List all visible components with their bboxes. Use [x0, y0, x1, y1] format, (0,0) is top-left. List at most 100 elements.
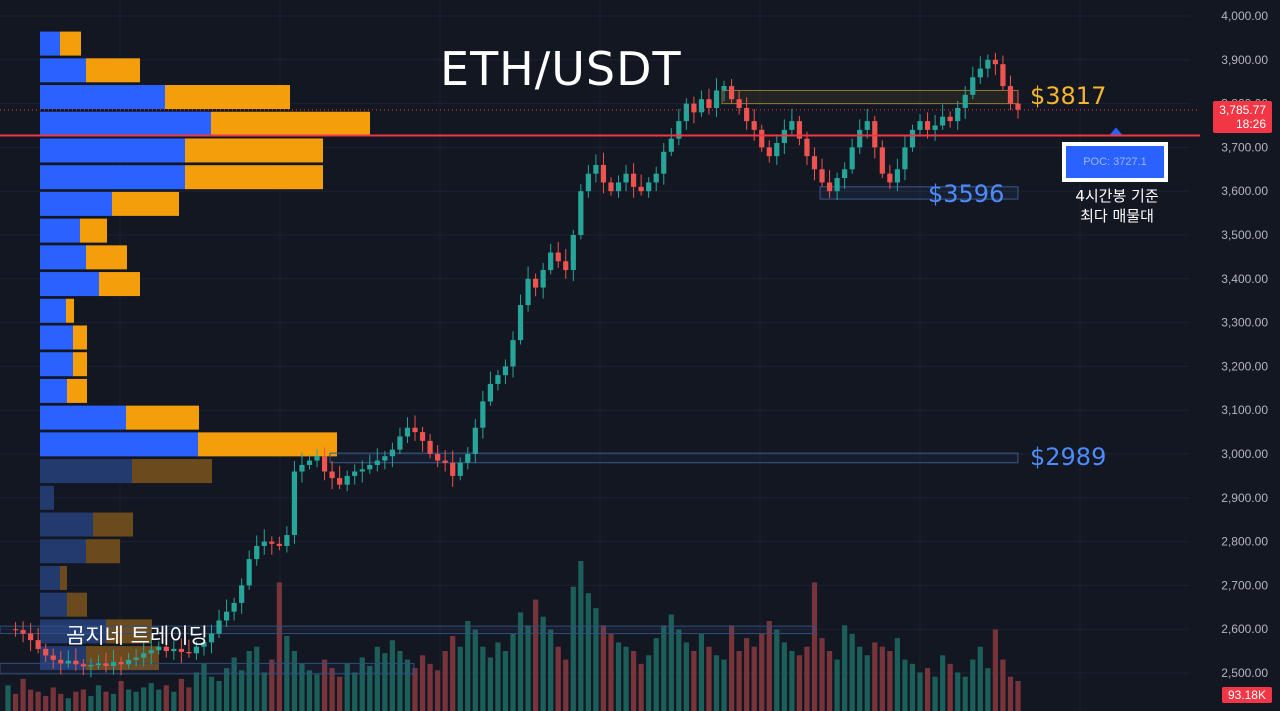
profile-buy-bar: [40, 459, 132, 484]
candle-body: [789, 121, 795, 130]
candle-body: [178, 648, 184, 652]
volume-bar: [947, 663, 953, 711]
candle-body: [239, 585, 245, 603]
candle-body: [962, 94, 968, 108]
profile-sell-bar: [198, 432, 337, 457]
volume-bar: [887, 651, 893, 711]
volume-bar: [80, 689, 86, 711]
candle-body: [548, 252, 554, 271]
volume-bar: [352, 672, 358, 711]
volume-bar: [517, 612, 524, 711]
candle-body: [223, 611, 230, 621]
volume-bar: [940, 655, 946, 711]
profile-sell-bar: [86, 245, 127, 270]
candle-body: [35, 640, 41, 649]
profile-sell-bar: [86, 58, 140, 83]
candle-body: [683, 103, 689, 122]
volume-bar: [1000, 659, 1006, 711]
candle-body: [487, 383, 493, 402]
candle-body: [653, 173, 659, 183]
candle-body: [359, 469, 365, 472]
volume-bar: [781, 642, 787, 711]
candle-body: [480, 401, 486, 428]
candlesticks: [12, 52, 1021, 678]
candle-body: [766, 147, 772, 157]
candle-body: [397, 436, 403, 450]
candle-body: [193, 646, 200, 654]
volume-bar: [382, 653, 388, 711]
y-tick-label: 2,900.00: [1221, 491, 1268, 505]
volume-bar: [774, 629, 780, 711]
volume-bar: [985, 668, 991, 711]
volume-bar: [615, 642, 622, 711]
support-upper-zone: [819, 186, 1019, 200]
y-tick-label: 2,500.00: [1221, 666, 1268, 680]
profile-buy-bar: [40, 485, 54, 510]
profile-buy-bar: [40, 405, 126, 430]
profile-buy-bar: [40, 619, 106, 644]
candle-body: [955, 107, 961, 122]
candle-body: [992, 59, 998, 65]
volume-bar: [691, 651, 697, 711]
candle-body: [141, 653, 147, 658]
poc-note-line2: 최다 매물대: [1080, 207, 1154, 225]
volume-bar: [125, 689, 132, 711]
volume-bar: [419, 655, 426, 711]
y-tick-label: 3,500.00: [1221, 228, 1268, 242]
volume-bar: [608, 633, 614, 711]
last-price-tag: 3,785.77 18:26: [1213, 101, 1272, 133]
volume-bar: [970, 659, 976, 711]
volume-bar: [306, 670, 313, 711]
candle-body: [630, 173, 637, 187]
y-tick-label: 3,300.00: [1221, 316, 1268, 330]
candle-body: [125, 659, 132, 665]
volume-bar: [43, 696, 49, 711]
candle-body: [879, 147, 885, 174]
volume-bar: [442, 651, 448, 711]
volume-bar: [728, 625, 735, 711]
candle-body: [864, 121, 870, 130]
volume-bar: [585, 593, 591, 711]
volume-bar: [600, 625, 607, 711]
volume-bar: [548, 629, 554, 711]
candle-body: [261, 541, 267, 546]
candle-body: [457, 462, 463, 476]
candle-body: [834, 178, 840, 192]
volume-bar: [909, 663, 916, 711]
candle-body: [163, 646, 169, 652]
candle-body: [668, 138, 674, 152]
y-tick-label: 2,800.00: [1221, 535, 1268, 549]
candle-body: [450, 462, 456, 476]
candle-body: [902, 147, 908, 170]
profile-sell-bar: [132, 459, 212, 484]
profile-buy-bar: [40, 512, 93, 537]
volume-bar: [58, 693, 64, 711]
profile-buy-bar: [40, 245, 86, 270]
candle-body: [744, 107, 750, 122]
volume-bar: [141, 687, 147, 711]
volume-bar: [721, 659, 727, 711]
candle-body: [585, 173, 591, 192]
profile-buy-bar: [40, 592, 67, 617]
volume-bar: [1015, 681, 1021, 711]
volume-bar: [811, 582, 818, 711]
volume-bar: [457, 646, 463, 711]
candle-body: [12, 629, 19, 631]
volume-bar: [736, 651, 742, 711]
volume-bar: [525, 625, 531, 711]
volume-bar: [186, 687, 192, 711]
volume-bar: [917, 672, 923, 711]
profile-buy-bar: [40, 325, 73, 350]
volume-bar: [894, 638, 901, 711]
volume-bar: [435, 670, 441, 711]
candle-body: [638, 186, 644, 192]
volume-bar: [291, 651, 298, 711]
profile-buy-bar: [40, 138, 185, 163]
volume-bar: [540, 616, 546, 711]
volume-bar: [156, 689, 162, 711]
candle-body: [1015, 103, 1021, 110]
volume-bar: [118, 681, 124, 711]
volume-bar: [766, 621, 772, 711]
profile-sell-bar: [99, 272, 140, 297]
